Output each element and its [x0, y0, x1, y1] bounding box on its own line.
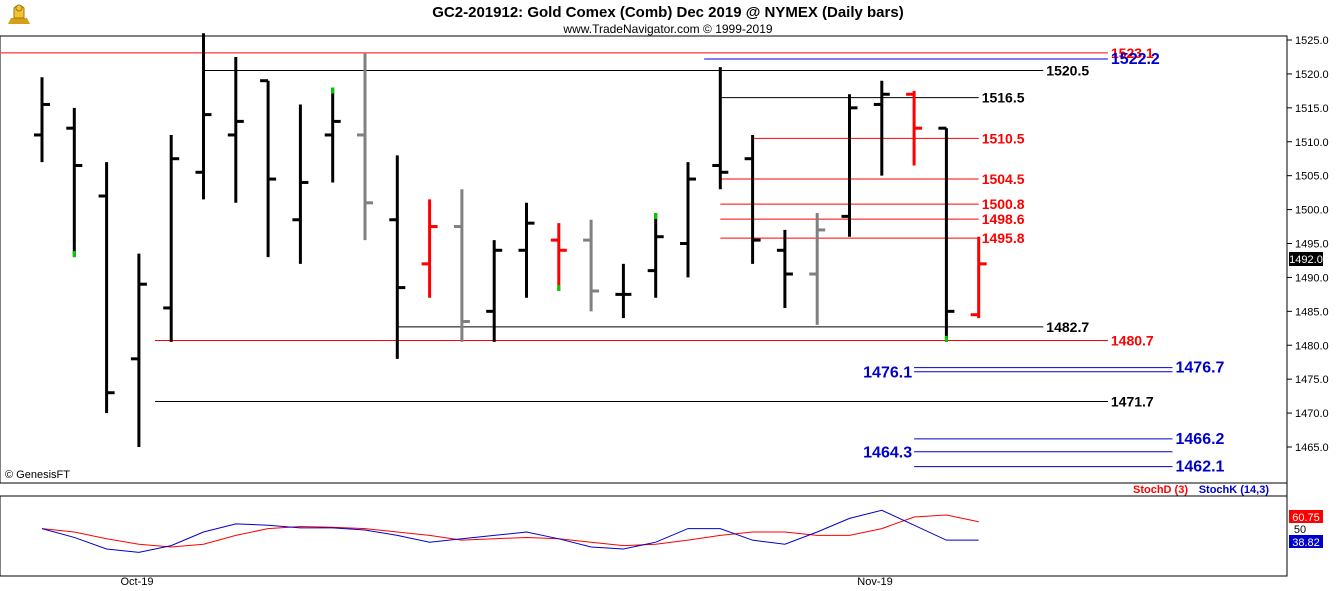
y-tick-label: 1505.0	[1295, 171, 1329, 183]
y-tick-label: 1520.0	[1295, 69, 1329, 81]
logo-icon	[8, 4, 30, 24]
level-label: 1500.8	[982, 196, 1025, 212]
level-label: 1476.7	[1176, 360, 1225, 377]
y-tick-label: 1475.0	[1295, 374, 1329, 386]
y-tick-label: 1510.0	[1295, 137, 1329, 149]
level-label: 1516.5	[982, 90, 1025, 106]
level-label: 1523.1	[1111, 45, 1154, 61]
y-tick-label: 1500.0	[1295, 205, 1329, 217]
level-label: 1476.1	[863, 365, 912, 382]
stochk-value: 38.82	[1292, 537, 1320, 549]
y-tick-label: 1515.0	[1295, 103, 1329, 115]
stoch-axis: 60.75 50 38.82	[1289, 510, 1323, 549]
last-price-tag: 1492.0	[1289, 252, 1323, 266]
stochd-value: 60.75	[1292, 512, 1320, 524]
price-axis: 1525.0 1520.0 1515.0 1510.0 1505.0 1500.0 1495…	[1287, 35, 1329, 454]
level-label: 1498.6	[982, 211, 1025, 227]
level-label: 1462.1	[1176, 459, 1225, 476]
y-tick-label: 1525.0	[1295, 35, 1329, 47]
copyright-label: © GenesisFT	[5, 469, 70, 481]
stoch-series-line	[41, 509, 979, 553]
level-label: 1510.5	[982, 130, 1025, 146]
level-label: 1482.7	[1046, 319, 1089, 335]
level-label: 1466.2	[1176, 431, 1225, 448]
last-price-value: 1492.0	[1289, 254, 1323, 266]
y-tick-label: 1480.0	[1295, 340, 1329, 352]
level-label: 1495.8	[982, 230, 1025, 246]
stoch-mid-tick: 50	[1294, 524, 1306, 536]
y-tick-label: 1485.0	[1295, 306, 1329, 318]
stoch-series-line	[41, 514, 979, 548]
x-label-oct: Oct-19	[120, 576, 153, 588]
y-tick-label: 1495.0	[1295, 239, 1329, 251]
level-label: 1520.5	[1046, 63, 1089, 79]
level-label: 1522.2	[1111, 51, 1160, 68]
chart-title: GC2-201912: Gold Comex (Comb) Dec 2019 @…	[432, 4, 903, 21]
x-label-nov: Nov-19	[857, 576, 892, 588]
stochastic-lines	[41, 509, 979, 553]
y-tick-label: 1490.0	[1295, 272, 1329, 284]
legend-stochk: StochK (14,3)	[1199, 484, 1270, 496]
chart-subtitle: www.TradeNavigator.com © 1999-2019	[562, 22, 772, 36]
level-label: 1504.5	[982, 171, 1025, 187]
y-tick-label: 1470.0	[1295, 408, 1329, 420]
stochastic-panel[interactable]	[0, 495, 1288, 577]
level-label: 1480.7	[1111, 333, 1154, 349]
legend-stochd: StochD (3)	[1133, 484, 1188, 496]
level-label: 1471.7	[1111, 394, 1154, 410]
price-panel[interactable]	[0, 35, 1288, 484]
price-bars	[34, 33, 987, 447]
y-tick-label: 1465.0	[1295, 442, 1329, 454]
level-label: 1464.3	[863, 445, 912, 462]
